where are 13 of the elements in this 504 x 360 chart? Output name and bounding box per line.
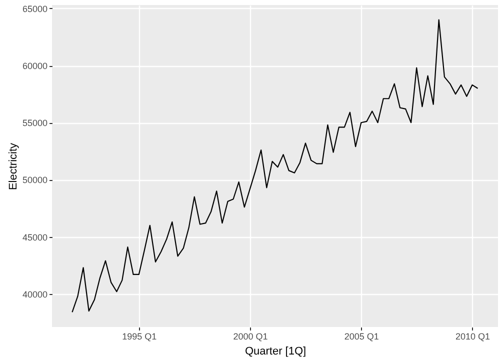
y-tick-label: 40000	[22, 289, 48, 300]
y-tick-label: 65000	[22, 4, 48, 14]
x-tick-label: 2000 Q1	[233, 332, 268, 342]
y-tick-label: 55000	[22, 118, 48, 128]
x-axis-title: Quarter [1Q]	[244, 346, 306, 358]
y-tick-label: 45000	[22, 232, 48, 242]
line-series	[72, 19, 478, 313]
y-axis-title: Electricity	[7, 142, 20, 190]
x-tick-label: 1995 Q1	[122, 332, 157, 342]
y-tick-label: 60000	[22, 61, 48, 72]
x-tick-label: 2010 Q1	[455, 332, 490, 342]
y-tick-label: 50000	[22, 175, 48, 186]
x-tick-label: 2005 Q1	[344, 332, 379, 342]
